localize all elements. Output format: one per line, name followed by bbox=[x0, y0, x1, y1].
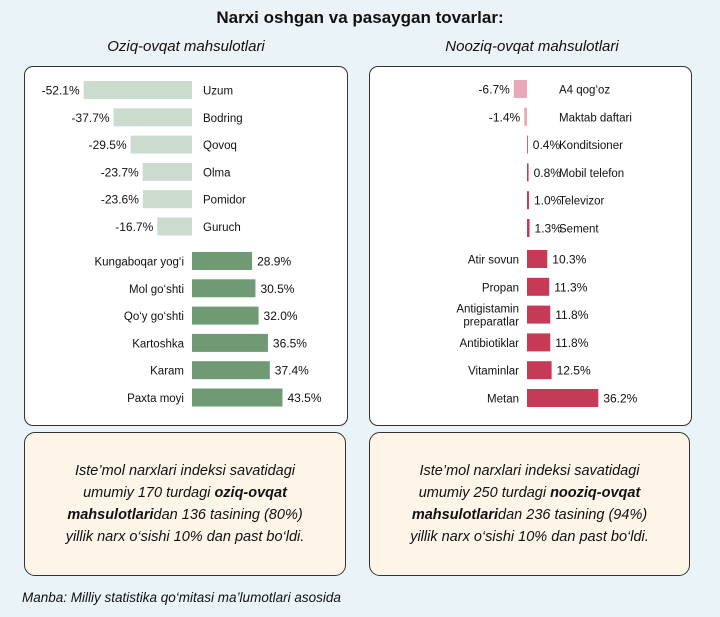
food-category-label: Qovoq bbox=[203, 140, 237, 152]
nonfood-value-label: -6.7% bbox=[478, 83, 510, 97]
food-category-label: Mol go‘shti bbox=[129, 284, 184, 296]
food-value-label: 43.5% bbox=[287, 391, 321, 405]
food-note-text: Iste’mol narxlari indeksi savatidagi umu… bbox=[74, 463, 295, 501]
food-category-label: Pomidor bbox=[203, 195, 246, 207]
nonfood-bar bbox=[527, 250, 548, 268]
food-bar bbox=[142, 190, 192, 209]
nonfood-bar bbox=[524, 107, 527, 126]
food-value-label: 37.4% bbox=[275, 364, 309, 378]
food-bar bbox=[192, 306, 259, 325]
food-value-label: -23.7% bbox=[101, 165, 139, 179]
nonfood-value-label: 11.8% bbox=[555, 308, 588, 322]
nonfood-category-label: Atir sovun bbox=[468, 255, 519, 267]
nonfood-value-label: 0.4% bbox=[533, 138, 561, 152]
nonfood-bar bbox=[527, 277, 550, 296]
nonfood-value-label: -1.4% bbox=[489, 110, 521, 124]
nonfood-value-label: 1.3% bbox=[535, 222, 563, 236]
food-value-label: 28.9% bbox=[257, 255, 291, 269]
page-title: Narxi oshgan va pasaygan tovarlar: bbox=[216, 8, 504, 27]
food-note-bold: oziq-ovqat mahsulotlari bbox=[67, 485, 287, 523]
nonfood-note-text: Iste’mol narxlari indeksi savatidagi umu… bbox=[418, 463, 640, 501]
nonfood-note-bold: nooziq-ovqat mahsulotlari bbox=[411, 485, 641, 523]
nonfood-chart-panel: -6.7% A4 qog‘oz -1.4% Maktab daftari 0.4% Kon… bbox=[369, 66, 692, 426]
food-bar bbox=[192, 333, 268, 352]
food-bar bbox=[83, 81, 192, 99]
food-bar bbox=[192, 252, 253, 270]
nonfood-category-label: Antibiotiklar bbox=[460, 338, 520, 350]
food-value-label: -16.7% bbox=[115, 220, 153, 234]
food-value-label: -29.5% bbox=[89, 138, 127, 152]
nonfood-category-label: Sement bbox=[559, 224, 599, 236]
food-bar bbox=[192, 388, 283, 407]
nonfood-value-label: 11.3% bbox=[554, 280, 587, 294]
food-bar bbox=[142, 162, 192, 181]
nonfood-chart-title: Nooziq-ovqat mahsulotlari bbox=[445, 38, 619, 55]
nonfood-category-label: A4 qog‘oz bbox=[559, 85, 610, 97]
nonfood-bar bbox=[513, 80, 527, 98]
nonfood-bar bbox=[527, 333, 551, 352]
nonfood-category-label: Metan bbox=[487, 394, 519, 406]
nonfood-bar bbox=[527, 305, 551, 324]
food-value-label: -52.1% bbox=[42, 84, 80, 98]
food-bar-chart: -52.1% Uzum -37.7% Bodring -29.5% Qovoq -23.7%… bbox=[42, 81, 322, 407]
nonfood-category-label: Maktab daftari bbox=[559, 112, 632, 124]
food-chart-title: Oziq-ovqat mahsulotlari bbox=[107, 38, 265, 55]
nonfood-value-label: 1.0% bbox=[534, 194, 562, 208]
nonfood-note-text-end: dan 236 tasining (94%) yillik narx o‘sis… bbox=[410, 507, 649, 545]
food-note-text-end: dan 136 tasining (80%) yillik narx o‘sis… bbox=[65, 507, 305, 545]
nonfood-value-label: 0.8% bbox=[534, 166, 562, 180]
nonfood-summary-note: Iste’mol narxlari indeksi savatidagi umu… bbox=[369, 432, 690, 576]
food-chart-panel: -52.1% Uzum -37.7% Bodring -29.5% Qovoq -23.7%… bbox=[24, 66, 348, 426]
food-category-label: Karam bbox=[150, 366, 184, 378]
nonfood-bar bbox=[527, 163, 529, 182]
nonfood-category-label: Propan bbox=[482, 282, 519, 294]
nonfood-value-label: 36.2% bbox=[603, 392, 637, 406]
food-value-label: 32.0% bbox=[264, 309, 298, 323]
nonfood-bar bbox=[527, 191, 529, 210]
food-bar bbox=[192, 361, 270, 380]
food-category-label: Paxta moyi bbox=[127, 393, 184, 405]
nonfood-bar bbox=[527, 135, 528, 154]
food-bar bbox=[192, 279, 256, 298]
nonfood-category-label: Vitaminlar bbox=[468, 366, 519, 378]
food-category-label: Guruch bbox=[203, 222, 241, 234]
food-bar bbox=[157, 217, 192, 236]
food-summary-note: Iste’mol narxlari indeksi savatidagi umu… bbox=[24, 432, 346, 576]
nonfood-value-label: 10.3% bbox=[552, 253, 586, 267]
food-value-label: 36.5% bbox=[273, 336, 307, 350]
nonfood-value-label: 11.8% bbox=[555, 336, 588, 350]
nonfood-bar-chart: -6.7% A4 qog‘oz -1.4% Maktab daftari 0.4%Kon… bbox=[456, 80, 638, 407]
nonfood-category-label: Televizor bbox=[559, 196, 605, 208]
food-category-label: Kungaboqar yog‘i bbox=[94, 257, 184, 269]
food-value-label: -37.7% bbox=[72, 111, 110, 125]
nonfood-category-label: Konditsioner bbox=[559, 140, 623, 152]
food-category-label: Kartoshka bbox=[132, 338, 184, 350]
food-category-label: Olma bbox=[203, 167, 231, 179]
nonfood-bar bbox=[527, 361, 552, 380]
food-category-label: Uzum bbox=[203, 86, 233, 98]
food-category-label: Bodring bbox=[203, 113, 243, 125]
food-value-label: -23.6% bbox=[101, 193, 139, 207]
nonfood-value-label: 12.5% bbox=[557, 364, 591, 378]
nonfood-bar bbox=[527, 219, 530, 237]
nonfood-category-label: Antigistamin preparatlar bbox=[456, 304, 519, 329]
source-note: Manba: Milliy statistika qo‘mitasi ma’lu… bbox=[22, 590, 341, 605]
food-category-label: Qo‘y go‘shti bbox=[124, 311, 184, 323]
nonfood-category-label: Mobil telefon bbox=[559, 168, 624, 180]
food-bar bbox=[113, 108, 192, 127]
food-value-label: 30.5% bbox=[260, 282, 294, 296]
food-bar bbox=[130, 135, 192, 154]
nonfood-bar bbox=[527, 389, 599, 407]
